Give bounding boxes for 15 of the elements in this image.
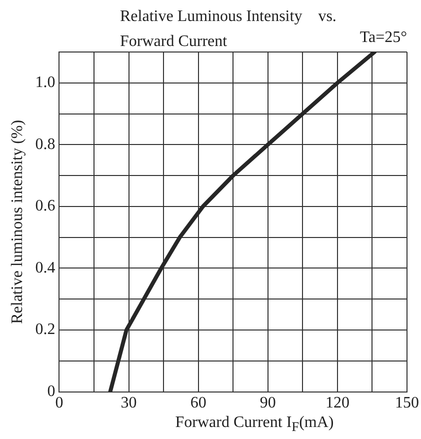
x-tick-label: 150 <box>395 394 419 412</box>
y-tick-label: 0.4 <box>35 259 56 276</box>
x-tick-label: 60 <box>190 394 206 412</box>
x-axis-title: Forward Current I$_{F}$(mA) <box>174 414 335 436</box>
chart-title: Relative Luminous Intensity vs. Forward Current <box>120 8 336 50</box>
y-tick-label: 0.2 <box>35 321 56 338</box>
y-tick-label: 0.6 <box>35 198 56 215</box>
x-tick-label: 120 <box>325 394 350 412</box>
y-tick-label: 0.8 <box>35 136 56 153</box>
y-tick-label: 0 <box>47 383 56 400</box>
y-axis-title: Relative luminous intensity (%) <box>8 120 26 324</box>
x-tick-label: 30 <box>120 394 137 412</box>
x-tick-label: 90 <box>260 394 276 412</box>
text: Ta=25° <box>360 29 407 47</box>
y-tick-label: 1.0 <box>35 74 56 92</box>
